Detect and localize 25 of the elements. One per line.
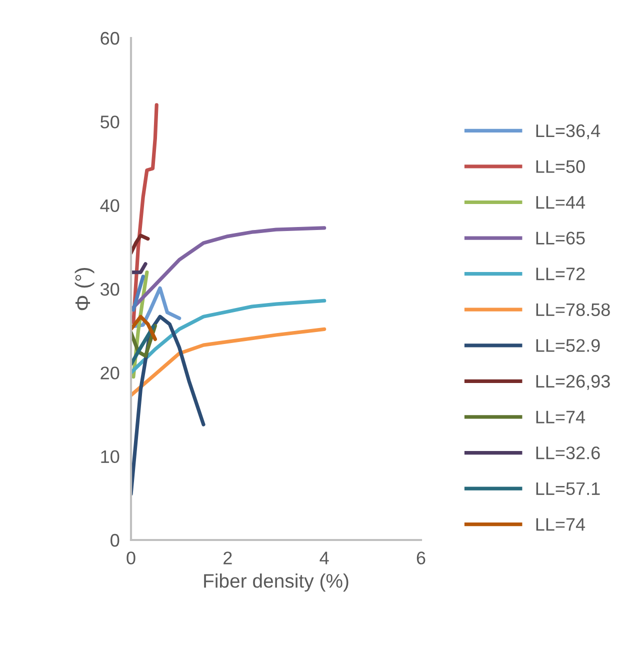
legend-label: LL=52.9 — [536, 339, 600, 352]
y-tick-label: 60 — [100, 32, 120, 45]
legend-label: LL=32.6 — [536, 446, 600, 460]
legend-label: LL=50 — [536, 160, 585, 173]
legend-label: LL=26,93 — [536, 374, 610, 390]
y-tick-label: 20 — [100, 366, 120, 380]
legend-label: LL=36,4 — [536, 124, 600, 140]
legend-label: LL=78.58 — [536, 303, 610, 316]
legend-label: LL=44 — [536, 196, 586, 209]
x-axis-title: Fiber density (%) — [204, 574, 348, 592]
legend-label: LL=74 — [536, 518, 586, 531]
y-tick-label: 30 — [100, 282, 120, 296]
y-tick-label: 10 — [101, 450, 120, 464]
x-tick-label: 6 — [416, 552, 426, 564]
x-tick-label: 4 — [320, 552, 329, 564]
y-tick-label: 50 — [100, 116, 120, 128]
x-tick-label: 2 — [224, 552, 232, 564]
legend-label: LL=74 — [536, 410, 586, 424]
y-tick-label: 40 — [100, 199, 120, 212]
y-axis-title: Φ (°) — [74, 268, 94, 310]
legend-label: LL=57.1 — [536, 482, 600, 496]
x-tick-label: 0 — [126, 552, 136, 564]
legend-label: LL=65 — [536, 232, 585, 245]
legend-label: LL=72 — [536, 268, 585, 280]
y-tick-label: 0 — [110, 534, 120, 547]
